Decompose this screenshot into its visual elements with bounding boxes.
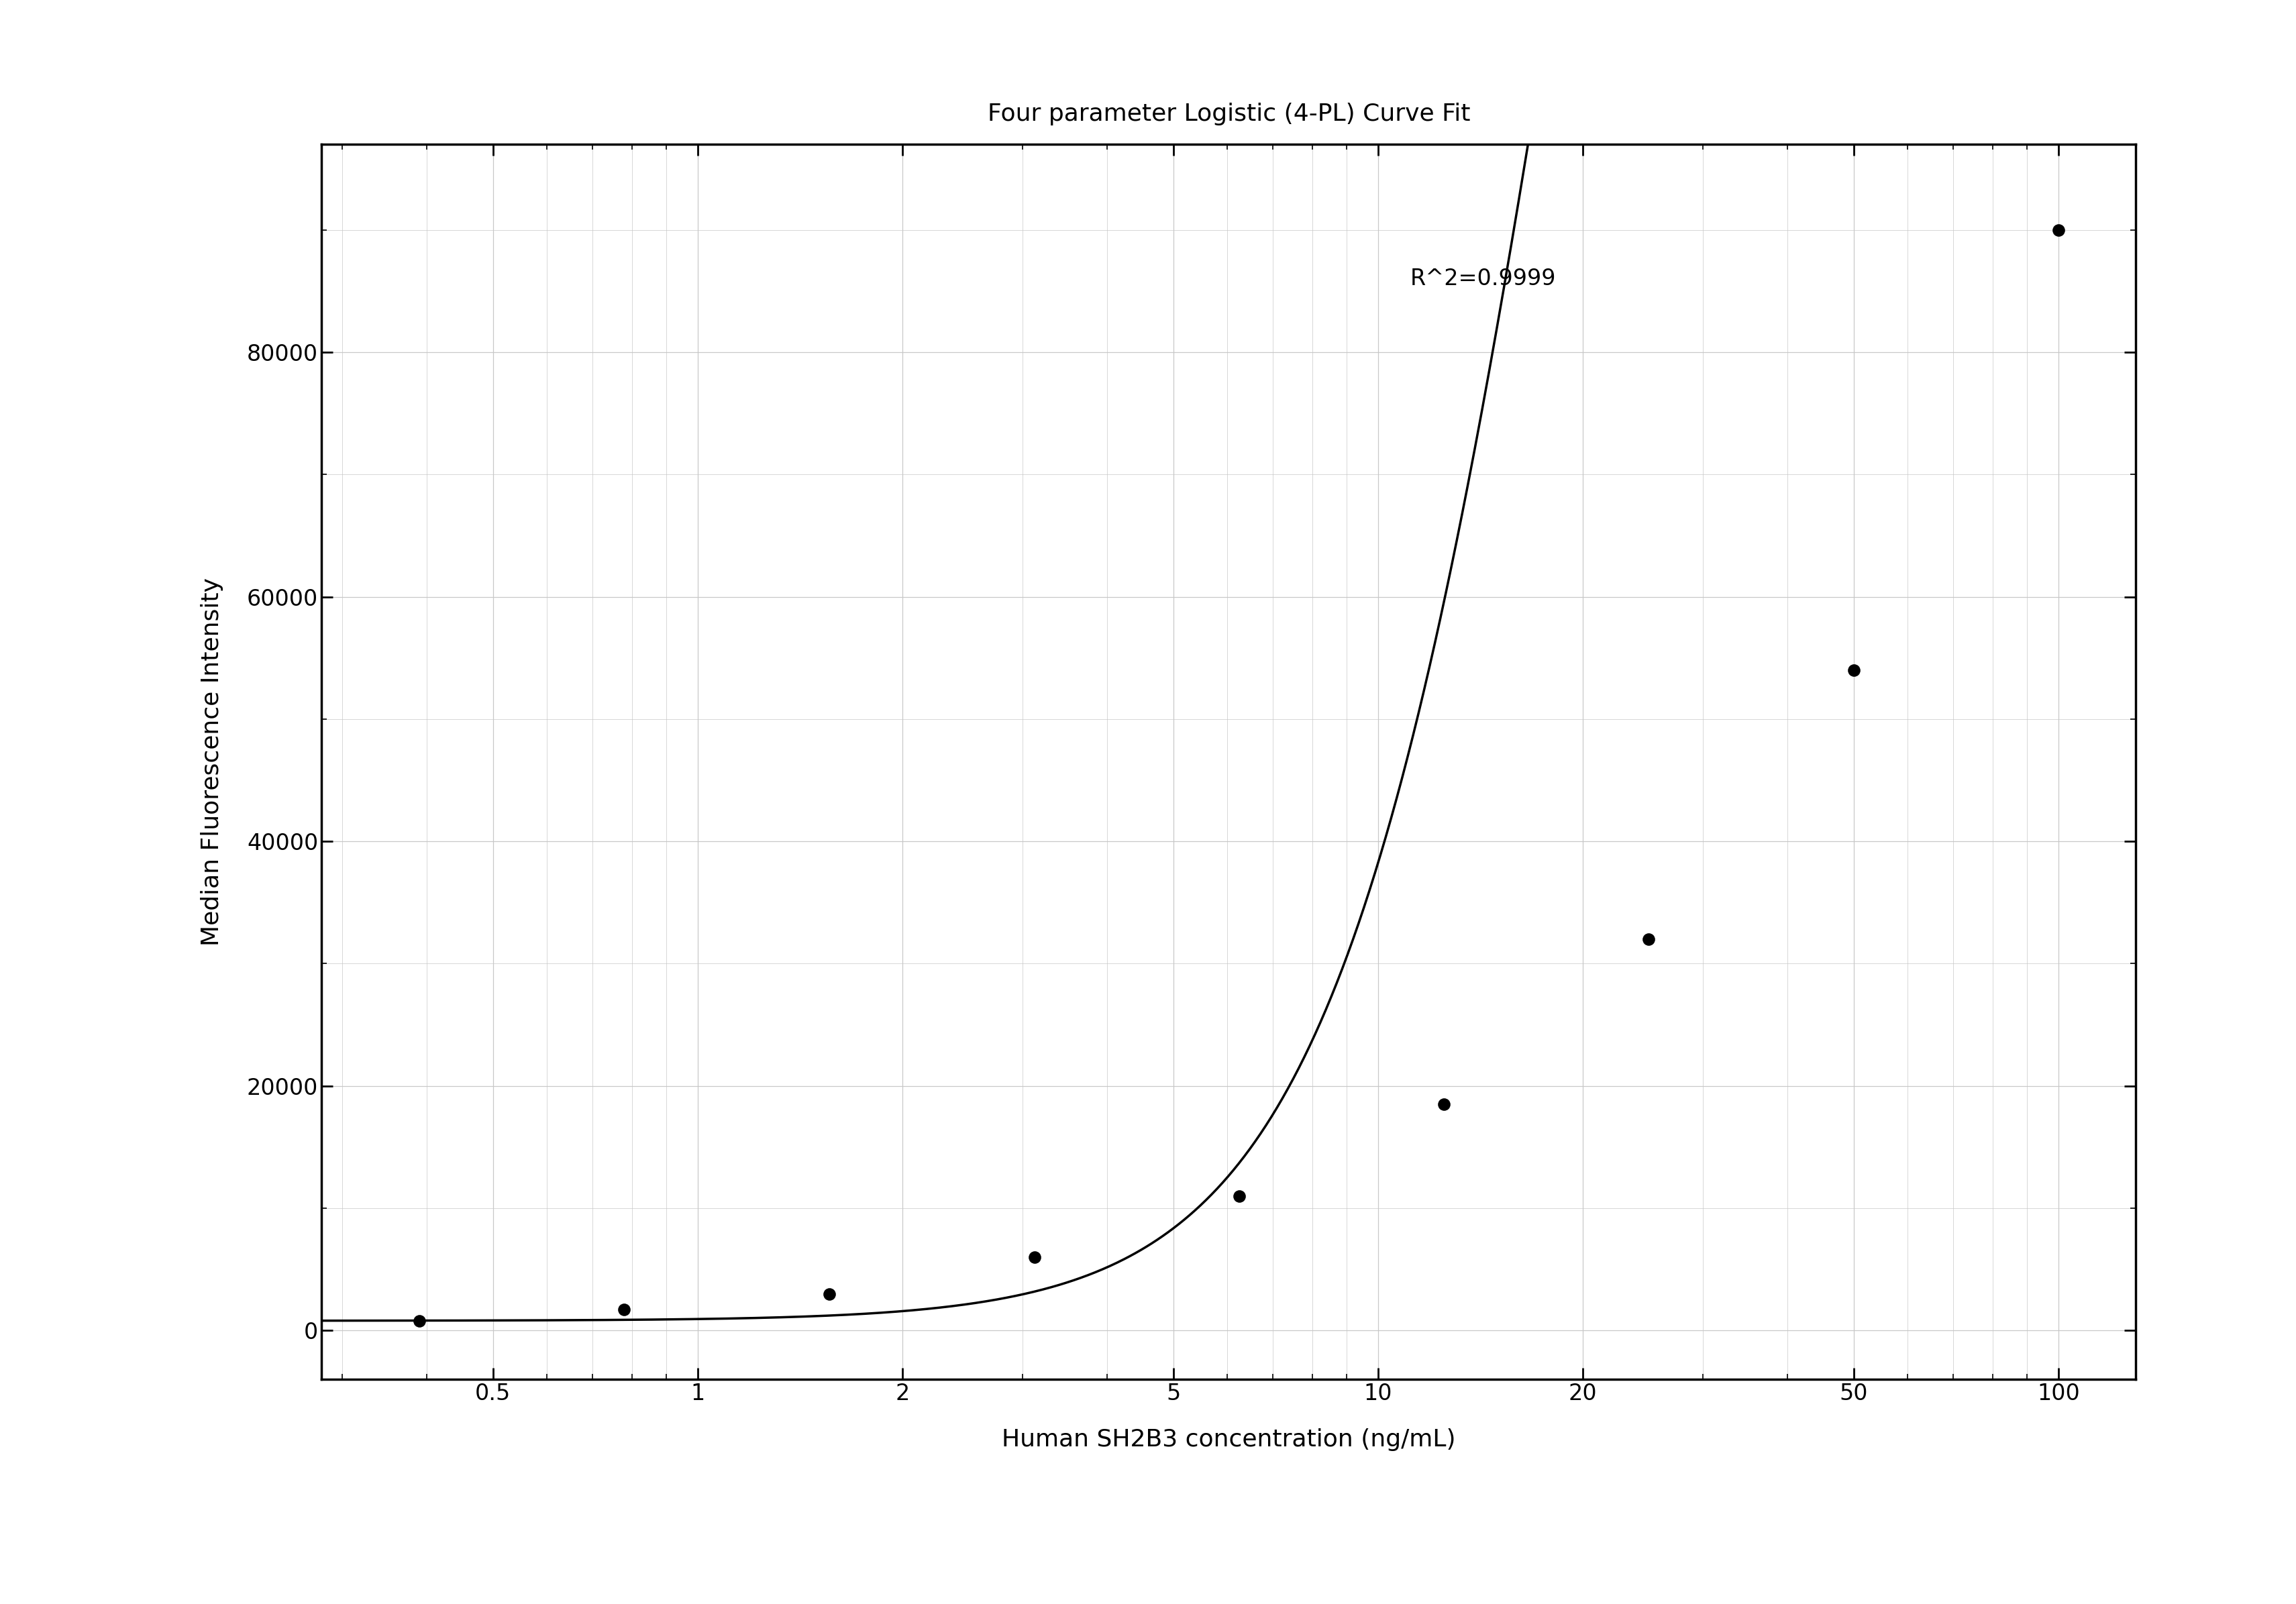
Point (810, 1282, 847, 1307)
Y-axis label: Median Fluorescence Intensity: Median Fluorescence Intensity (200, 577, 223, 946)
Point (606, 1298, 643, 1323)
Point (402, 1307, 439, 1333)
Point (1835, 658, 1871, 683)
Point (1221, 1184, 1258, 1209)
Point (1630, 927, 1667, 953)
Point (2039, 217, 2076, 242)
Text: R^2=0.9999: R^2=0.9999 (1410, 268, 1557, 290)
Point (1015, 1245, 1052, 1270)
Point (1426, 1091, 1463, 1116)
X-axis label: Human SH2B3 concentration (ng/mL): Human SH2B3 concentration (ng/mL) (1001, 1428, 1456, 1452)
Title: Four parameter Logistic (4-PL) Curve Fit: Four parameter Logistic (4-PL) Curve Fit (987, 103, 1469, 125)
